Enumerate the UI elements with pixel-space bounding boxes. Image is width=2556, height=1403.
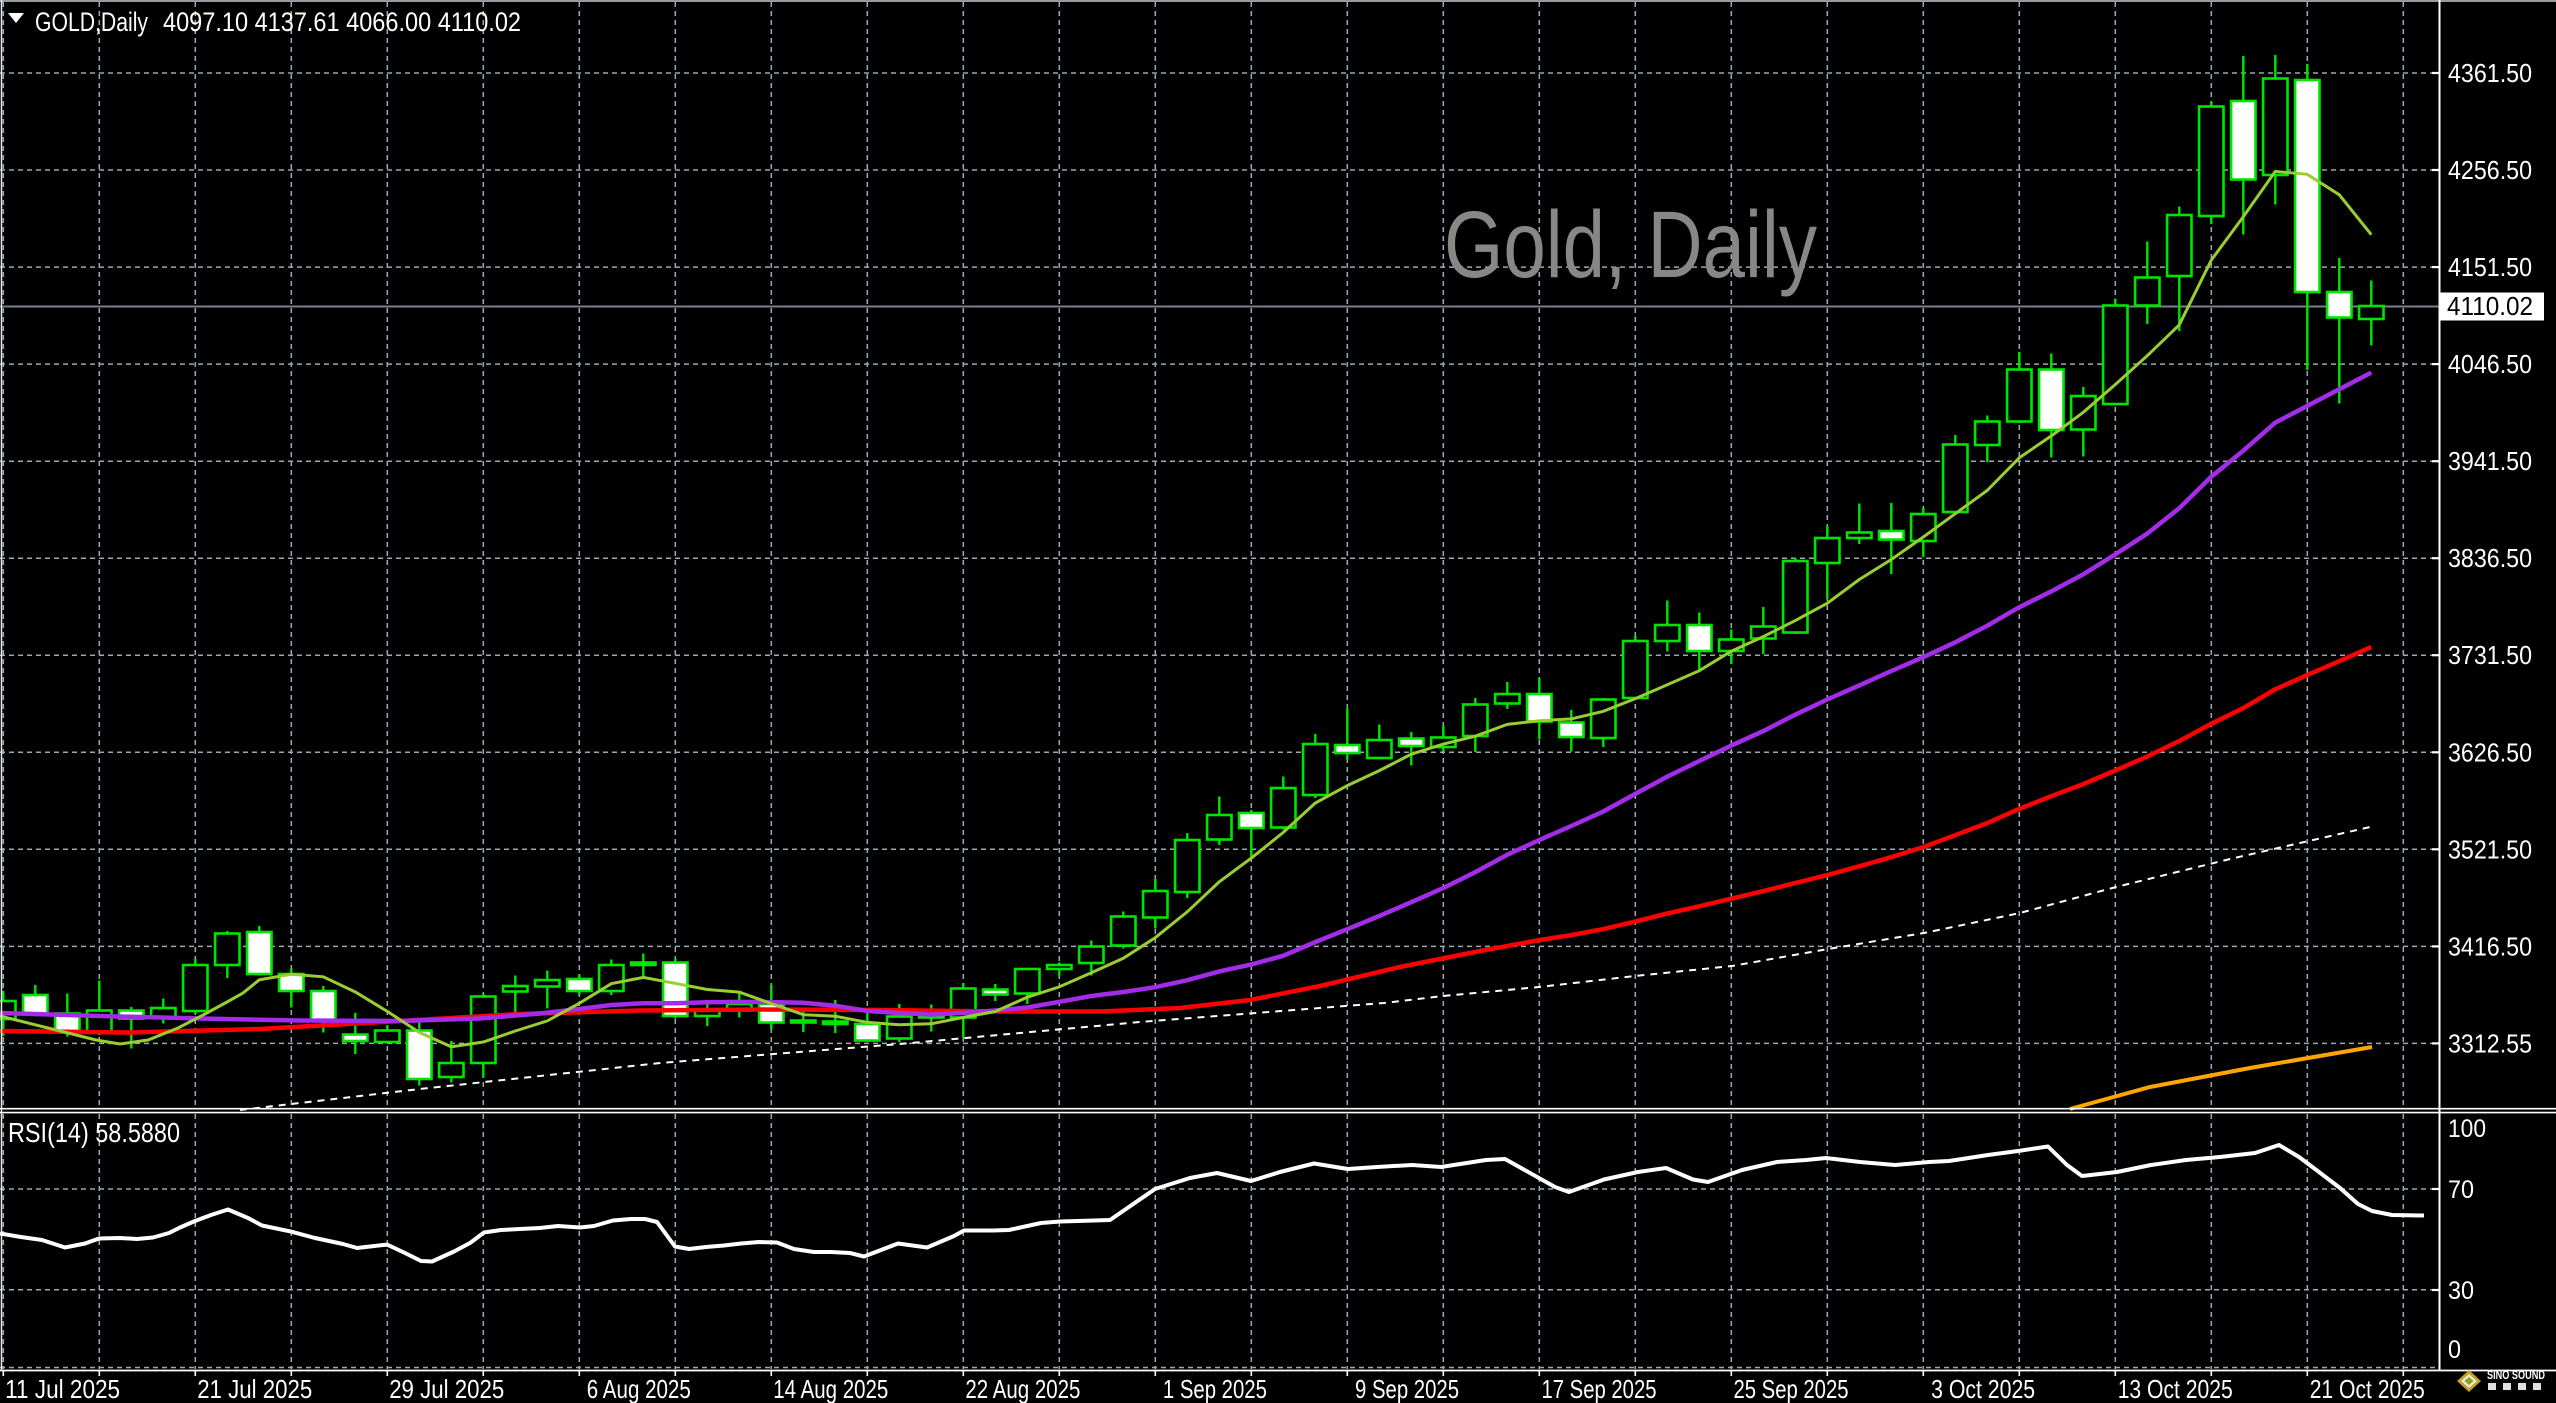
svg-text:Gold, Daily: Gold, Daily: [1444, 192, 1817, 298]
svg-text:4110.02: 4110.02: [2447, 291, 2533, 321]
svg-text:21 Oct 2025: 21 Oct 2025: [2310, 1374, 2425, 1403]
svg-text:3941.50: 3941.50: [2448, 446, 2532, 476]
svg-text:100: 100: [2448, 1115, 2486, 1143]
svg-text:GOLD,Daily: GOLD,Daily: [35, 7, 148, 37]
svg-text:3312.55: 3312.55: [2448, 1028, 2532, 1058]
svg-text:3731.50: 3731.50: [2448, 640, 2532, 670]
svg-text:3626.50: 3626.50: [2448, 737, 2532, 767]
svg-text:3836.50: 3836.50: [2448, 543, 2532, 573]
svg-text:1 Sep 2025: 1 Sep 2025: [1163, 1374, 1267, 1403]
svg-text:4097.10 4137.61 4066.00 4110.0: 4097.10 4137.61 4066.00 4110.02: [163, 7, 521, 37]
svg-text:SINO SOUND: SINO SOUND: [2487, 1368, 2545, 1382]
svg-text:0: 0: [2448, 1336, 2461, 1364]
svg-text:30: 30: [2448, 1277, 2474, 1305]
svg-text:4256.50: 4256.50: [2448, 155, 2532, 185]
svg-text:25 Sep 2025: 25 Sep 2025: [1734, 1374, 1849, 1403]
svg-text:4151.50: 4151.50: [2448, 252, 2532, 282]
svg-text:4361.50: 4361.50: [2448, 58, 2532, 88]
svg-text:17 Sep 2025: 17 Sep 2025: [1542, 1374, 1657, 1403]
svg-text:3 Oct 2025: 3 Oct 2025: [1931, 1374, 2035, 1403]
svg-text:11 Jul 2025: 11 Jul 2025: [5, 1374, 120, 1403]
svg-text:70: 70: [2448, 1176, 2474, 1204]
svg-text:21 Jul 2025: 21 Jul 2025: [197, 1374, 312, 1403]
svg-text:22 Aug 2025: 22 Aug 2025: [965, 1374, 1080, 1403]
svg-text:14 Aug 2025: 14 Aug 2025: [773, 1374, 888, 1403]
svg-text:13 Oct 2025: 13 Oct 2025: [2118, 1374, 2233, 1403]
svg-text:29 Jul 2025: 29 Jul 2025: [389, 1374, 504, 1403]
svg-text:9 Sep 2025: 9 Sep 2025: [1355, 1374, 1459, 1403]
svg-text:4046.50: 4046.50: [2448, 349, 2532, 379]
svg-text:3521.50: 3521.50: [2448, 834, 2532, 864]
svg-text:RSI(14) 58.5880: RSI(14) 58.5880: [8, 1117, 180, 1148]
svg-text:3416.50: 3416.50: [2448, 931, 2532, 961]
svg-text:6 Aug 2025: 6 Aug 2025: [587, 1374, 691, 1403]
